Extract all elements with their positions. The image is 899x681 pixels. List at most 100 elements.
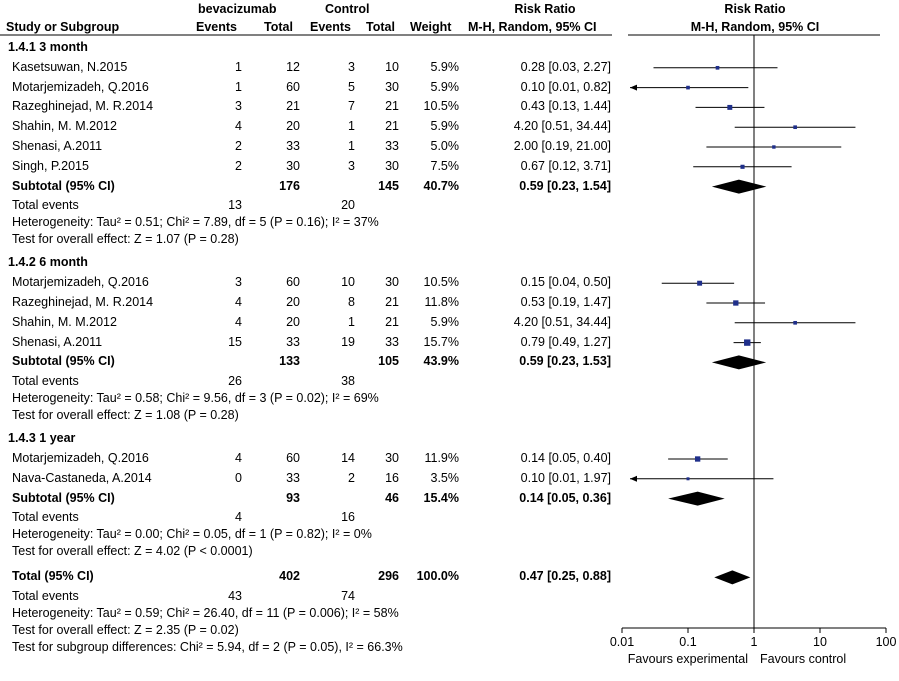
risk-ratio-ci: 2.00 [0.19, 21.00]: [513, 139, 611, 153]
study-name: Shahin, M. M.2012: [12, 119, 117, 134]
events2: 1: [348, 139, 355, 153]
total2: 30: [385, 451, 399, 465]
subtotal-ci: 0.59 [0.23, 1.53]: [519, 354, 611, 369]
risk-ratio-ci: 0.53 [0.19, 1.47]: [520, 295, 611, 309]
events1: 0: [235, 470, 242, 485]
weight: 7.5%: [430, 158, 460, 173]
study-name: Kasetsuwan, N.2015: [12, 59, 128, 74]
study-marker: [793, 125, 797, 130]
weight: 5.9%: [430, 79, 460, 94]
study-marker: [686, 85, 690, 90]
study-marker: [772, 145, 776, 149]
subtotal-weight: 15.4%: [423, 490, 459, 505]
events2: 14: [341, 451, 355, 465]
weight: 5.9%: [430, 59, 460, 74]
subtotal-total1: 133: [279, 354, 300, 369]
subtotal-total1: 93: [286, 490, 300, 505]
events1: 1: [235, 59, 242, 74]
total1: 12: [286, 59, 300, 74]
total-events-label: Total events: [12, 510, 79, 525]
study-marker: [715, 65, 720, 70]
total2: 30: [385, 79, 399, 94]
weight: 5.9%: [430, 119, 460, 134]
study-name: Shenasi, A.2011: [12, 334, 103, 349]
events1: 4: [235, 314, 242, 329]
weight: 11.8%: [424, 295, 459, 309]
plot-method-header: M-H, Random, 95% CI: [690, 20, 820, 34]
subtotal-label: Subtotal (95% CI): [12, 354, 115, 369]
total-events1: 43: [228, 589, 242, 604]
total2: 16: [385, 470, 399, 485]
total1: 33: [286, 470, 300, 485]
risk-ratio-ci: 0.79 [0.49, 1.27]: [520, 334, 611, 349]
total1: 21: [286, 99, 300, 114]
total1: 33: [286, 139, 300, 153]
total-events2: 20: [341, 198, 355, 213]
study-name: Nava-Castaneda, A.2014: [12, 470, 152, 485]
total1: 20: [286, 314, 300, 329]
risk-ratio-ci: 0.14 [0.05, 0.40]: [520, 451, 611, 465]
study-header: Study or Subgroup: [6, 20, 120, 34]
total2: 30: [385, 158, 399, 173]
subtotal-label: Subtotal (95% CI): [12, 178, 115, 193]
total-total2: 296: [378, 569, 399, 584]
plot-title: Risk Ratio: [724, 2, 786, 16]
total-total1: 402: [279, 569, 300, 584]
study-name: Shenasi, A.2011: [12, 139, 103, 153]
subtotal-total2: 105: [378, 354, 399, 369]
total1: 60: [286, 275, 300, 290]
study-name: Singh, P.2015: [12, 158, 89, 173]
events1: 2: [235, 139, 242, 153]
study-marker: [744, 339, 751, 346]
study-name: Motarjemizadeh, Q.2016: [12, 451, 149, 465]
risk-ratio-ci: 0.28 [0.03, 2.27]: [520, 59, 611, 74]
study-name: Shahin, M. M.2012: [12, 314, 117, 329]
risk-ratio-ci: 0.10 [0.01, 0.82]: [520, 79, 611, 94]
risk-ratio-ci: 4.20 [0.51, 34.44]: [513, 314, 611, 329]
subtotal-ci: 0.59 [0.23, 1.54]: [519, 178, 611, 193]
total2-header: Total: [366, 20, 395, 34]
total1: 20: [286, 295, 300, 309]
events1: 1: [235, 79, 242, 94]
study-name: Motarjemizadeh, Q.2016: [12, 275, 149, 290]
total1: 30: [286, 158, 300, 173]
x-tick-label: 0.1: [679, 635, 696, 649]
events2: 3: [348, 59, 355, 74]
weight: 3.5%: [430, 470, 460, 485]
heterogeneity-text: Heterogeneity: Tau² = 0.00; Chi² = 0.05,…: [12, 527, 372, 542]
events2: 19: [341, 334, 355, 349]
total-events2: 74: [341, 589, 355, 604]
study-marker: [694, 456, 701, 462]
total2: 21: [385, 119, 399, 134]
weight: 5.0%: [430, 139, 460, 153]
weight: 10.5%: [423, 275, 459, 290]
events2: 5: [348, 79, 355, 94]
subtotal-ci: 0.14 [0.05, 0.36]: [519, 490, 611, 505]
total-events1: 26: [228, 374, 242, 389]
total-weight: 100.0%: [416, 569, 459, 584]
summary-diamond: [711, 179, 767, 194]
overall-effect-text: Test for overall effect: Z = 4.02 (P < 0…: [12, 544, 253, 559]
weight: 15.7%: [423, 334, 459, 349]
subtotal-total2: 46: [385, 490, 399, 505]
study-name: Razeghinejad, M. R.2014: [12, 99, 154, 114]
risk-ratio-ci: 0.43 [0.13, 1.44]: [520, 99, 611, 114]
x-tick-label: 10: [813, 635, 827, 649]
overall-effect-text: Test for overall effect: Z = 2.35 (P = 0…: [12, 623, 239, 638]
favours-control-label: Favours control: [760, 652, 846, 666]
overall-effect-text: Test for overall effect: Z = 1.08 (P = 0…: [12, 408, 239, 423]
study-marker: [727, 104, 733, 110]
total-events1: 4: [235, 510, 242, 525]
study-marker: [686, 477, 690, 481]
events2: 7: [348, 99, 355, 114]
events2: 2: [348, 470, 355, 485]
group1-header: bevacizumab: [198, 2, 277, 16]
subtotal-weight: 40.7%: [423, 178, 459, 193]
ci-arrow-left: [630, 475, 637, 482]
total2: 30: [385, 275, 399, 290]
weight: 5.9%: [430, 314, 460, 329]
subtotal-total1: 176: [279, 178, 300, 193]
subtotal-label: Subtotal (95% CI): [12, 490, 115, 505]
total2: 33: [385, 139, 399, 153]
